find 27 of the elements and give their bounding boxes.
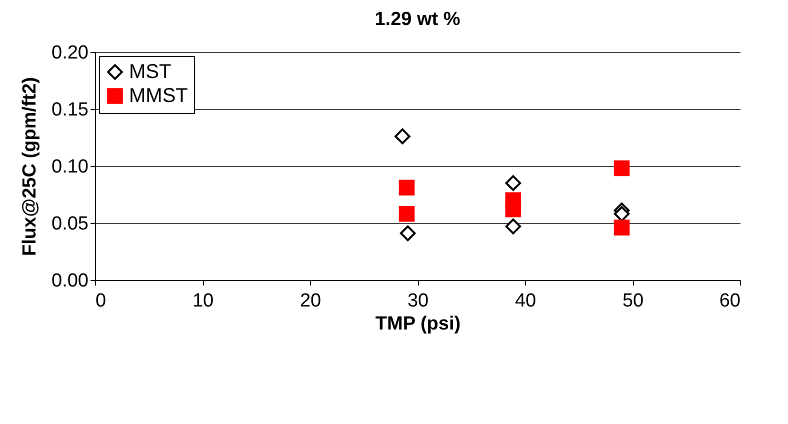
x-tick-label: 60 (719, 290, 740, 312)
point (505, 201, 522, 218)
point (614, 160, 630, 176)
x-tick-label: 50 (622, 290, 644, 312)
point (614, 206, 630, 222)
legend-label: MMST (129, 85, 188, 107)
x-tick-label: 40 (514, 290, 536, 312)
x-tick-label: 30 (407, 290, 429, 312)
x-tick-label: 0 (96, 290, 106, 312)
y-axis-title: Flux@25C (gpm/ft2) (20, 77, 41, 256)
y-tick-label: 0.00 (52, 270, 88, 292)
x-axis-title: TMP (psi) (375, 314, 461, 334)
y-tick-label: 0.05 (52, 214, 88, 234)
point (398, 180, 415, 196)
y-tick-label: 0.10 (52, 156, 88, 178)
point (505, 218, 522, 234)
x-tick-label: 20 (300, 290, 322, 312)
point (394, 128, 410, 144)
point (398, 206, 415, 222)
chart-title: 1.29 wt % (374, 9, 460, 30)
y-tick-label: 0.20 (52, 42, 88, 64)
point (505, 175, 522, 191)
y-tick-label: 0.15 (52, 100, 88, 120)
x-tick-label: 10 (192, 290, 214, 312)
point (400, 225, 416, 242)
legend-label: MST (129, 61, 172, 83)
point (614, 220, 630, 236)
